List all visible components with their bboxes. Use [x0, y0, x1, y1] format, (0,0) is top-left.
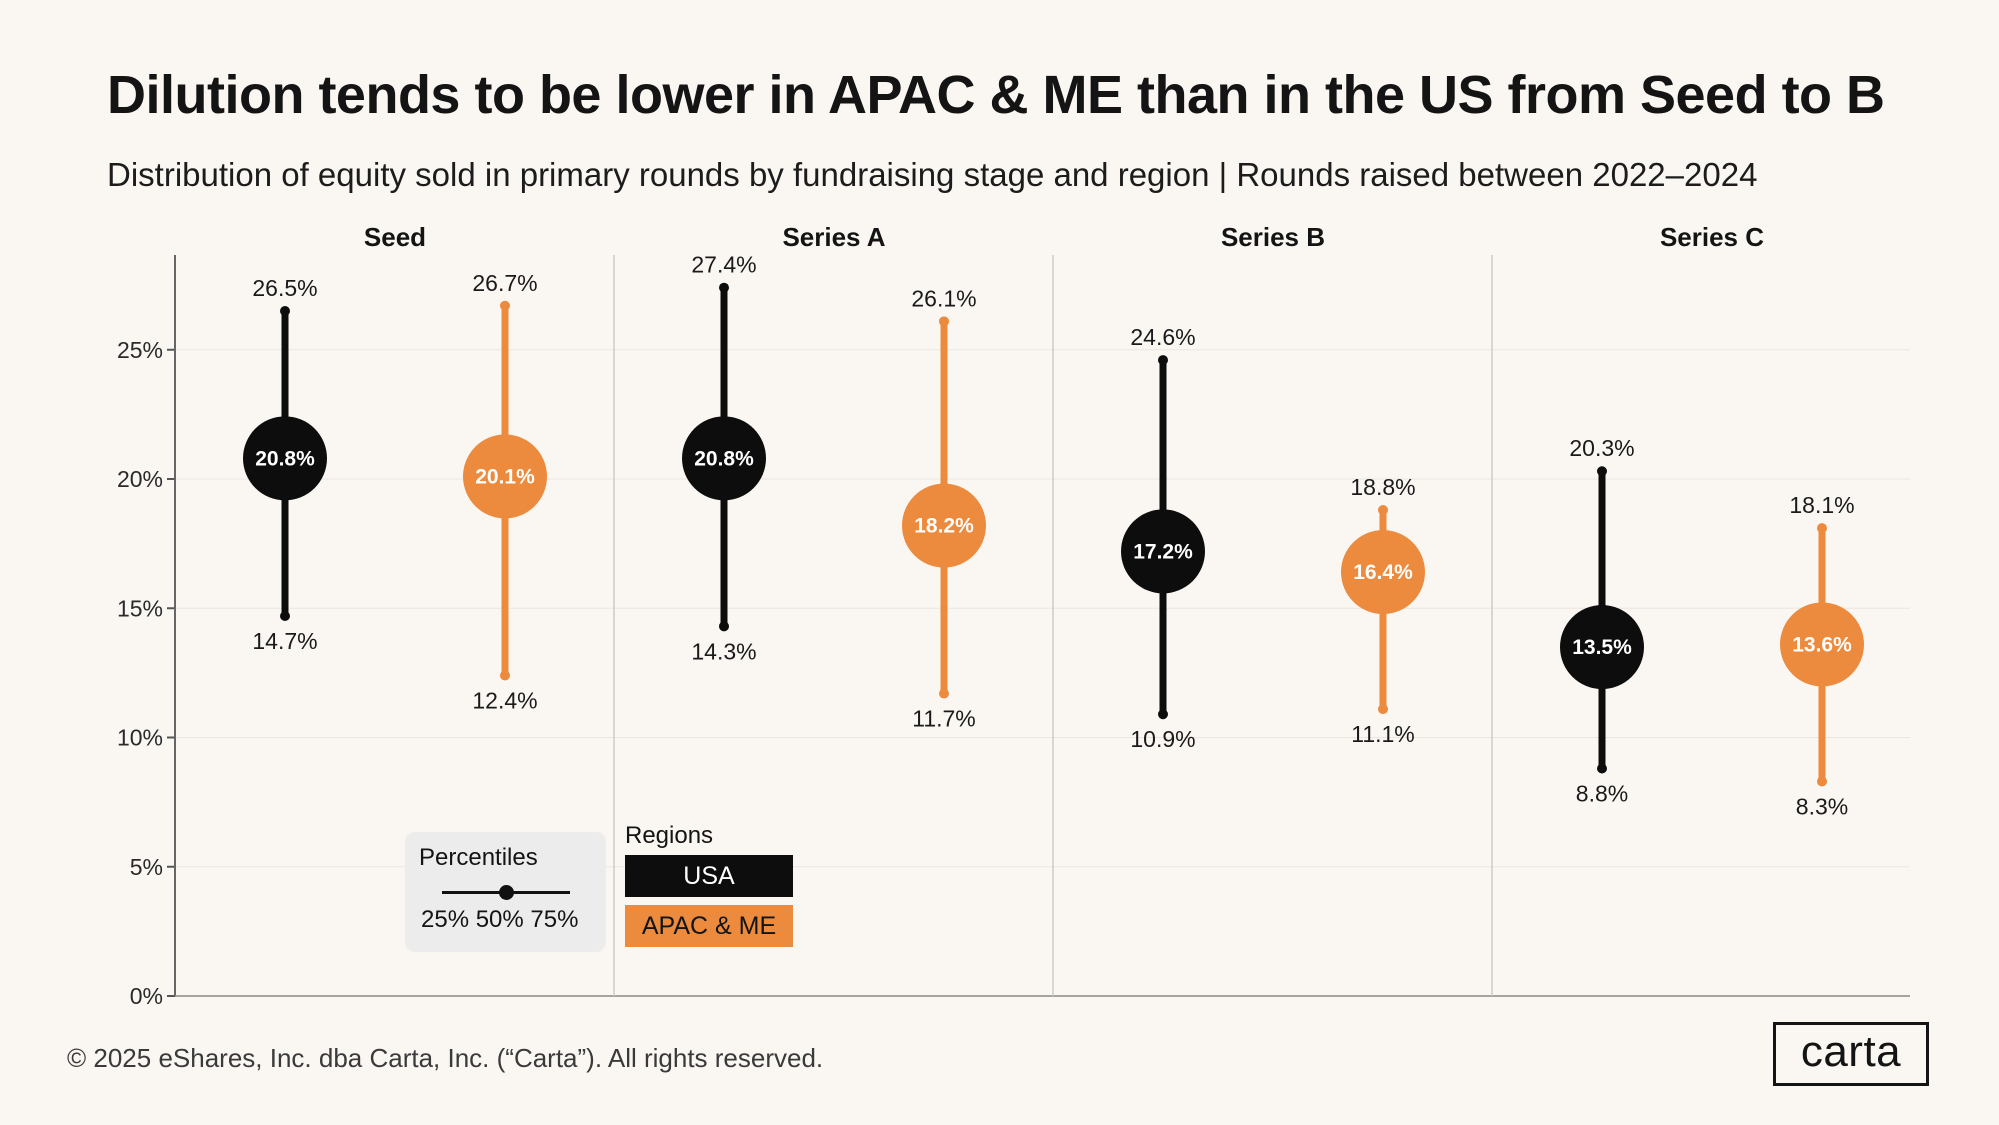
median-circle [463, 434, 547, 519]
y-tick-label: 25% [117, 337, 163, 363]
panel-header: Seed [364, 222, 426, 252]
median-circle [1560, 605, 1644, 690]
p75-label: 18.1% [1789, 492, 1854, 518]
percentiles-legend-title: Percentiles [419, 844, 538, 871]
copyright-footer: © 2025 eShares, Inc. dba Carta, Inc. (“C… [67, 1043, 824, 1073]
median-label: 17.2% [1133, 540, 1193, 563]
y-tick-label: 15% [117, 595, 163, 621]
p25-label: 14.3% [691, 638, 756, 664]
p75-dot [719, 282, 729, 293]
p25-label: 8.3% [1796, 793, 1848, 819]
legend-usa: USA [625, 855, 793, 897]
p25-label: 14.7% [252, 628, 317, 654]
median-circle [1780, 602, 1864, 687]
panel-header: Series C [1660, 222, 1764, 252]
panel-header: Series A [782, 222, 885, 252]
panel-header: Series B [1221, 222, 1325, 252]
legend-apac-me: APAC & ME [625, 905, 793, 947]
p75-dot [1597, 466, 1607, 477]
p25-label: 12.4% [472, 687, 537, 713]
y-tick-label: 0% [130, 983, 163, 1009]
median-label: 18.2% [914, 515, 974, 538]
p25-label: 11.7% [912, 706, 976, 732]
page-title: Dilution tends to be lower in APAC & ME … [107, 65, 1885, 125]
median-label: 20.8% [255, 447, 315, 470]
p25-label: 11.1% [1351, 721, 1415, 747]
p75-dot [939, 316, 949, 327]
p75-dot [500, 300, 510, 311]
p75-dot [280, 305, 290, 316]
p25-dot [1158, 709, 1168, 720]
p75-dot [1817, 523, 1827, 534]
percentiles-legend: Percentiles 25% 50% 75% [405, 832, 606, 952]
y-tick-label: 20% [117, 466, 163, 492]
p25-dot [500, 670, 510, 681]
median-circle [243, 416, 327, 501]
y-tick-label: 10% [117, 725, 163, 751]
p75-label: 26.1% [911, 285, 976, 311]
p75-label: 26.5% [252, 275, 317, 301]
regions-legend-title: Regions [625, 822, 714, 849]
p75-dot [1158, 355, 1168, 366]
p25-dot [1378, 704, 1388, 715]
p75-label: 20.3% [1569, 435, 1634, 461]
p75-dot [1378, 505, 1388, 516]
median-circle [682, 416, 766, 501]
median-label: 20.1% [475, 465, 535, 488]
percentiles-legend-dot [499, 885, 514, 900]
p25-label: 10.9% [1130, 726, 1195, 752]
y-tick-label: 5% [130, 854, 163, 880]
page-subtitle: Distribution of equity sold in primary r… [107, 156, 1758, 193]
carta-logo: carta [1773, 1022, 1929, 1086]
median-label: 16.4% [1353, 561, 1413, 584]
p75-label: 18.8% [1350, 474, 1415, 500]
p25-dot [280, 611, 290, 622]
percentiles-legend-ticks: 25% 50% 75% [421, 906, 579, 933]
p75-label: 24.6% [1130, 324, 1195, 350]
p25-dot [719, 621, 729, 632]
p25-label: 8.8% [1576, 781, 1628, 807]
p25-dot [1817, 776, 1827, 787]
median-circle [1121, 509, 1205, 594]
p75-label: 26.7% [472, 270, 537, 296]
median-label: 20.8% [694, 447, 754, 470]
p25-dot [1597, 763, 1607, 774]
median-label: 13.5% [1572, 636, 1632, 659]
p25-dot [939, 688, 949, 699]
median-circle [1341, 530, 1425, 615]
median-label: 13.6% [1792, 633, 1852, 656]
p75-label: 27.4% [691, 252, 756, 278]
median-circle [902, 483, 986, 568]
